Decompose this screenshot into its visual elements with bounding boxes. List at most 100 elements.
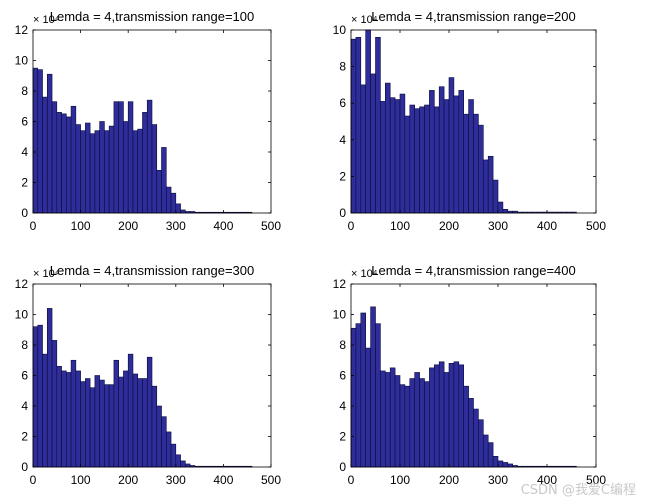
x-tick-label: 0 <box>348 473 355 487</box>
histogram-bar <box>468 398 474 468</box>
x-tick-label: 500 <box>586 473 606 487</box>
histogram-bar <box>185 463 191 468</box>
histogram-bar <box>409 104 415 214</box>
histogram-bar <box>104 384 110 468</box>
y-tick-label: 2 <box>339 430 346 444</box>
histogram-bar <box>137 378 143 468</box>
x-tick-label: 200 <box>118 219 138 233</box>
histogram-bar <box>127 353 134 468</box>
y-tick-label: 12 <box>15 23 29 37</box>
histogram-bar <box>502 462 509 468</box>
histogram-bar <box>61 370 67 468</box>
histogram-bar <box>46 308 53 468</box>
x-tick-label: 500 <box>261 473 281 487</box>
histogram-bar <box>409 378 415 468</box>
y-tick-label: 10 <box>333 23 347 37</box>
histogram-bar <box>438 361 445 468</box>
histogram-bar <box>56 366 62 468</box>
histogram-bar <box>433 106 440 214</box>
histogram-bar <box>389 97 396 214</box>
histogram-bar <box>75 124 81 214</box>
histogram-bar <box>414 108 420 214</box>
histogram-bar <box>463 385 469 468</box>
y-tick-label: 6 <box>21 369 28 383</box>
x-tick-label: 100 <box>71 473 91 487</box>
histogram-bar <box>165 186 172 214</box>
histogram-bar <box>175 203 181 214</box>
y-tick-label: 6 <box>339 369 346 383</box>
histogram-bar <box>355 323 362 468</box>
histogram-bar <box>473 408 479 468</box>
histogram-bar <box>375 37 381 214</box>
histogram-bar <box>380 370 386 468</box>
histogram-bar <box>170 192 177 214</box>
histogram-bar <box>394 99 401 214</box>
histogram-bar <box>443 99 450 214</box>
histogram-bar <box>453 361 460 468</box>
histogram-bar <box>142 378 148 468</box>
x-tick-label: 400 <box>213 219 233 233</box>
histogram-bar <box>161 416 167 468</box>
y-tick-label: 0 <box>21 460 28 474</box>
histogram-bar <box>448 362 455 468</box>
histogram-bar <box>458 90 464 214</box>
x-tick-label: 100 <box>71 219 91 233</box>
histogram-bar <box>37 324 43 468</box>
histogram-bar <box>365 29 371 214</box>
histogram-bar <box>123 121 129 214</box>
histogram-bar <box>99 121 105 214</box>
y-tick-label: 12 <box>15 277 29 291</box>
y-tick-label: 0 <box>339 460 346 474</box>
histogram-bar <box>429 90 435 214</box>
histogram-bar <box>137 128 143 214</box>
histogram-bar <box>151 124 158 214</box>
histogram-bar <box>424 104 430 214</box>
subplot-title: Lemda = 4,transmission range=300 <box>50 263 255 278</box>
x-tick-label: 300 <box>488 219 508 233</box>
histogram-bar <box>492 179 499 214</box>
histogram-bar <box>404 115 411 214</box>
histogram-bar <box>146 356 153 468</box>
histogram-bar <box>108 384 115 468</box>
histogram-bar <box>399 93 406 214</box>
histogram-bar <box>127 101 134 214</box>
x-tick-label: 300 <box>166 219 186 233</box>
histogram-bar <box>355 37 362 214</box>
histogram-bar <box>487 442 494 468</box>
histogram-bar <box>132 373 139 468</box>
histogram-bar <box>51 340 58 468</box>
histogram-bar <box>161 147 167 214</box>
histogram-bar <box>370 306 376 468</box>
histogram-bar <box>156 405 162 468</box>
histogram-bar <box>360 312 366 468</box>
histogram-bar <box>502 209 509 214</box>
histogram-bar <box>118 376 124 468</box>
histogram-bar <box>497 201 504 214</box>
histogram-bar <box>492 456 499 468</box>
histogram-bar <box>482 434 489 468</box>
histogram-bar <box>180 209 186 214</box>
y-tick-label: 6 <box>339 96 346 110</box>
y-tick-label: 8 <box>21 84 28 98</box>
histogram-bar <box>473 113 479 214</box>
histogram-bar <box>468 99 474 214</box>
x-tick-label: 200 <box>439 219 459 233</box>
x-tick-label: 100 <box>390 219 410 233</box>
histogram-bar <box>170 443 177 468</box>
histogram-bar <box>89 387 96 468</box>
histogram-bar <box>394 375 401 468</box>
histogram-bar <box>146 99 153 214</box>
y-tick-label: 4 <box>339 133 346 147</box>
y-exponent-label: × 10⁴ <box>33 268 60 280</box>
y-tick-label: 10 <box>15 308 29 322</box>
histogram-bar <box>70 359 77 468</box>
histogram-bar <box>151 385 158 468</box>
histogram-bar <box>80 130 86 214</box>
subplot-title: Lemda = 4,transmission range=100 <box>50 9 255 24</box>
histogram-bar <box>478 124 484 214</box>
histogram-bar <box>438 86 445 214</box>
x-tick-label: 400 <box>537 219 557 233</box>
histogram-bar <box>384 372 391 468</box>
histogram-bar <box>399 384 406 468</box>
